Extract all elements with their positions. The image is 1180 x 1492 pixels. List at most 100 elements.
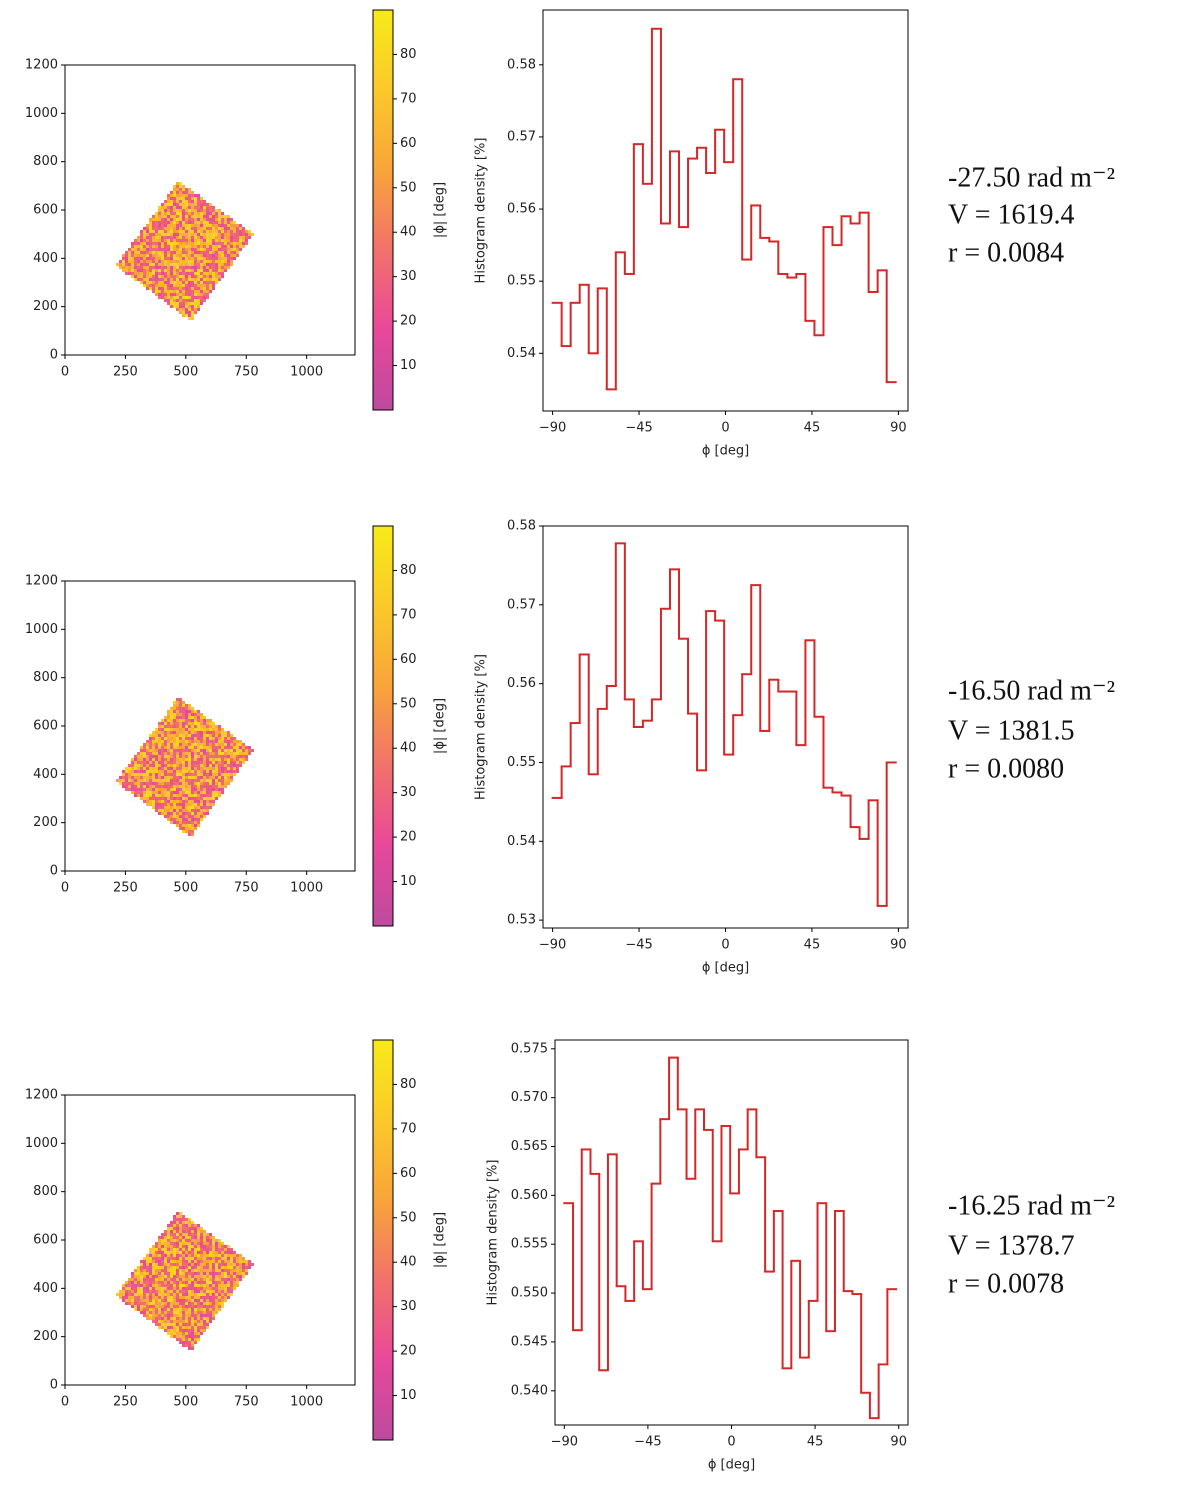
pixel — [176, 815, 179, 818]
pixel — [164, 254, 167, 257]
pixel — [170, 818, 173, 821]
pixel — [206, 215, 209, 218]
pixel — [131, 1299, 134, 1302]
pixel — [185, 1317, 188, 1320]
pixel — [176, 764, 179, 767]
pixel — [194, 1230, 197, 1233]
pixel — [200, 224, 203, 227]
colorbar-tick-label: 40 — [400, 1255, 417, 1270]
pixel — [224, 1287, 227, 1290]
pixel — [239, 755, 242, 758]
pixel — [209, 1233, 212, 1236]
pixel — [209, 257, 212, 260]
pixel — [194, 755, 197, 758]
pixel — [179, 197, 182, 200]
pixel — [191, 236, 194, 239]
pixel — [167, 227, 170, 230]
pixel — [134, 770, 137, 773]
pixel — [194, 233, 197, 236]
pixel — [182, 197, 185, 200]
pixel — [170, 197, 173, 200]
pixel — [194, 1335, 197, 1338]
pixel — [131, 269, 134, 272]
y-tick-label: 400 — [33, 767, 58, 782]
pixel — [188, 833, 191, 836]
pixel — [179, 743, 182, 746]
pixel — [137, 272, 140, 275]
pixel — [200, 215, 203, 218]
pixel — [185, 269, 188, 272]
pixel — [251, 233, 254, 236]
pixel — [131, 1296, 134, 1299]
pixel — [194, 1299, 197, 1302]
pixel — [242, 230, 245, 233]
pixel — [131, 767, 134, 770]
pixel — [149, 227, 152, 230]
pixel — [185, 206, 188, 209]
pixel — [197, 791, 200, 794]
pixel — [176, 239, 179, 242]
pixel — [200, 800, 203, 803]
pixel — [230, 245, 233, 248]
pixel — [203, 803, 206, 806]
pixel — [197, 815, 200, 818]
pixel — [152, 239, 155, 242]
pixel — [152, 764, 155, 767]
pixel — [170, 782, 173, 785]
pixel — [197, 239, 200, 242]
pixel — [161, 755, 164, 758]
pixel — [191, 239, 194, 242]
pixel — [182, 710, 185, 713]
pixel — [173, 284, 176, 287]
pixel — [230, 779, 233, 782]
pixel — [152, 1272, 155, 1275]
pixel — [134, 1275, 137, 1278]
pixel — [209, 227, 212, 230]
pixel — [158, 812, 161, 815]
pixel — [212, 254, 215, 257]
pixel — [173, 215, 176, 218]
pixel — [215, 1251, 218, 1254]
pixel — [188, 1326, 191, 1329]
pixel — [182, 785, 185, 788]
pixel — [152, 1260, 155, 1263]
pixel — [212, 233, 215, 236]
pixel — [164, 1326, 167, 1329]
pixel — [221, 788, 224, 791]
pixel — [176, 1218, 179, 1221]
pixel — [155, 293, 158, 296]
pixel — [209, 785, 212, 788]
pixel — [221, 785, 224, 788]
pixel — [182, 1314, 185, 1317]
y-tick-label: 1200 — [25, 574, 58, 589]
colorbar-tick-label: 80 — [400, 47, 417, 62]
pixel — [191, 803, 194, 806]
y-tick-label: 0.54 — [507, 346, 536, 361]
y-tick-label: 200 — [33, 1329, 58, 1344]
pixel — [155, 728, 158, 731]
pixel — [212, 1308, 215, 1311]
pixel — [194, 1287, 197, 1290]
pixel — [188, 206, 191, 209]
pixel — [203, 275, 206, 278]
pixel — [170, 1293, 173, 1296]
pixel — [197, 1227, 200, 1230]
pixel — [188, 1305, 191, 1308]
pixel — [230, 248, 233, 251]
pixel — [185, 221, 188, 224]
colorbar-tick-label: 80 — [400, 1077, 417, 1092]
pixel — [233, 1266, 236, 1269]
pixel — [215, 1248, 218, 1251]
pixel — [173, 191, 176, 194]
pixel — [206, 1233, 209, 1236]
pixel — [197, 275, 200, 278]
pixel — [161, 1284, 164, 1287]
pixel — [164, 1290, 167, 1293]
pixel — [152, 1245, 155, 1248]
pixel — [185, 212, 188, 215]
pixel — [185, 824, 188, 827]
pixel — [248, 1266, 251, 1269]
pixel — [173, 704, 176, 707]
pixel — [191, 1311, 194, 1314]
pixel — [161, 773, 164, 776]
